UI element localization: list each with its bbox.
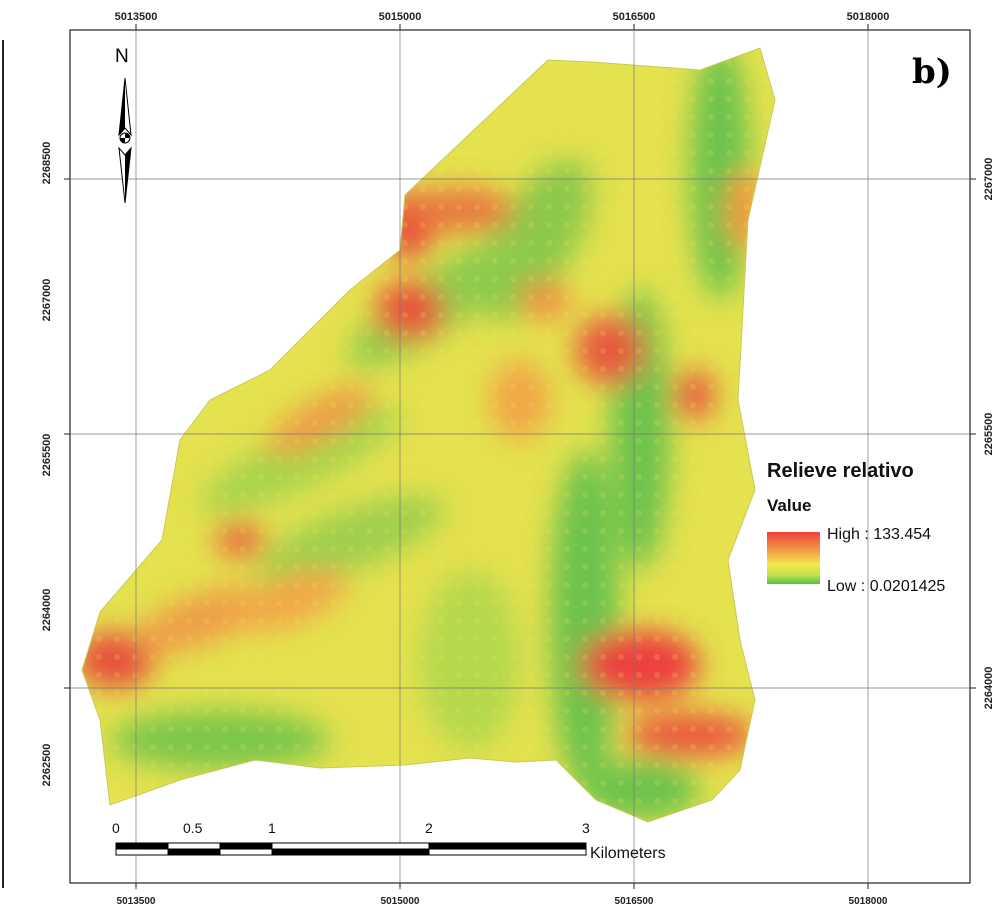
scale-unit-label: Kilometers (590, 845, 666, 862)
legend-title: Relieve relativo (767, 460, 914, 482)
legend-low-label: Low : 0.0201425 (827, 578, 946, 595)
left-tick-label: 2267000 (41, 279, 53, 322)
left-tick-label: 2264000 (41, 589, 53, 632)
left-tick-label: 2262500 (41, 744, 53, 787)
panel-label: b) (912, 52, 952, 92)
scale-label: 0.5 (183, 820, 203, 836)
top-tick-label: 5015000 (379, 11, 422, 23)
frame-ticks (64, 24, 976, 889)
north-label: N (115, 46, 129, 67)
top-tick-label: 5018000 (847, 11, 890, 23)
right-tick-label: 2265500 (983, 413, 994, 456)
bottom-tick-label: 5016500 (615, 896, 654, 907)
north-arrow-icon (118, 77, 132, 204)
right-tick-label: 2267000 (983, 158, 994, 201)
legend-subtitle: Value (767, 496, 812, 515)
bottom-tick-label: 5013500 (117, 896, 156, 907)
top-tick-label: 5013500 (115, 11, 158, 23)
legend-color-ramp (767, 532, 820, 584)
scale-label: 2 (425, 820, 433, 836)
left-frame-line (2, 40, 4, 888)
left-tick-label: 2268500 (41, 142, 53, 185)
bottom-tick-label: 5015000 (381, 896, 420, 907)
left-tick-label: 2265500 (41, 434, 53, 477)
top-tick-label: 5016500 (613, 11, 656, 23)
graticule (70, 30, 970, 883)
legend-high-label: High : 133.454 (827, 526, 932, 543)
scale-label: 0 (112, 820, 120, 836)
basin-outline (81, 47, 776, 823)
right-tick-label: 2264000 (983, 667, 994, 710)
scale-label: 1 (268, 820, 276, 836)
scale-label: 3 (582, 820, 590, 836)
bottom-tick-label: 5018000 (849, 896, 888, 907)
scale-bar (115, 842, 587, 856)
